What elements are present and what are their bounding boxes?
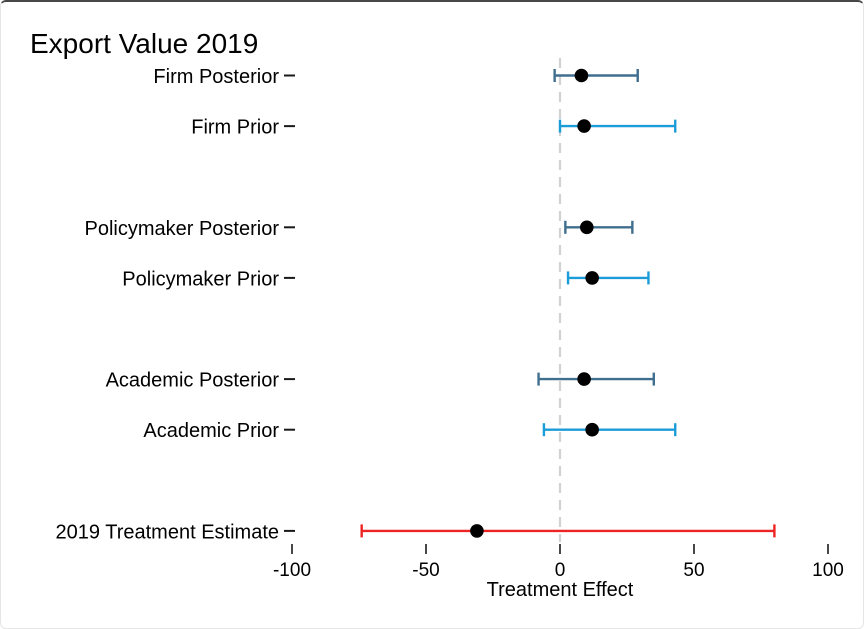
estimate-point	[577, 119, 591, 133]
x-tick-label: 50	[683, 560, 704, 581]
x-tick-label: -100	[273, 560, 311, 581]
forest-row: Policymaker Posterior	[84, 218, 634, 240]
estimate-point	[580, 220, 594, 235]
x-tick-label: -50	[412, 560, 439, 581]
row-label: Firm Prior	[191, 117, 279, 139]
estimate-point	[585, 271, 599, 285]
estimate-point	[470, 524, 484, 538]
x-tick-label: 100	[812, 560, 844, 581]
estimate-point	[574, 68, 589, 83]
forest-row: Firm Posterior	[153, 66, 639, 88]
estimate-point	[577, 372, 591, 386]
row-label: Policymaker Posterior	[84, 218, 279, 240]
forest-row: 2019 Treatment Estimate	[56, 521, 776, 543]
plot-area: Firm Posterior Firm Prior Policymaker Post…	[56, 58, 844, 581]
row-label: 2019 Treatment Estimate	[56, 521, 279, 543]
forest-row: Academic Posterior	[106, 370, 655, 392]
row-label: Policymaker Prior	[122, 268, 279, 290]
estimate-point	[585, 422, 599, 437]
row-label: Firm Posterior	[153, 66, 279, 88]
x-axis-title: Treatment Effect	[487, 579, 634, 601]
row-label: Academic Prior	[143, 420, 279, 442]
forest-row: Firm Prior	[191, 117, 677, 139]
chart-title: Export Value 2019	[30, 28, 258, 59]
forest-row: Policymaker Prior	[122, 268, 650, 290]
x-tick-label: 0	[555, 560, 566, 581]
row-label: Academic Posterior	[106, 370, 280, 392]
forest-row: Academic Prior	[143, 420, 677, 442]
